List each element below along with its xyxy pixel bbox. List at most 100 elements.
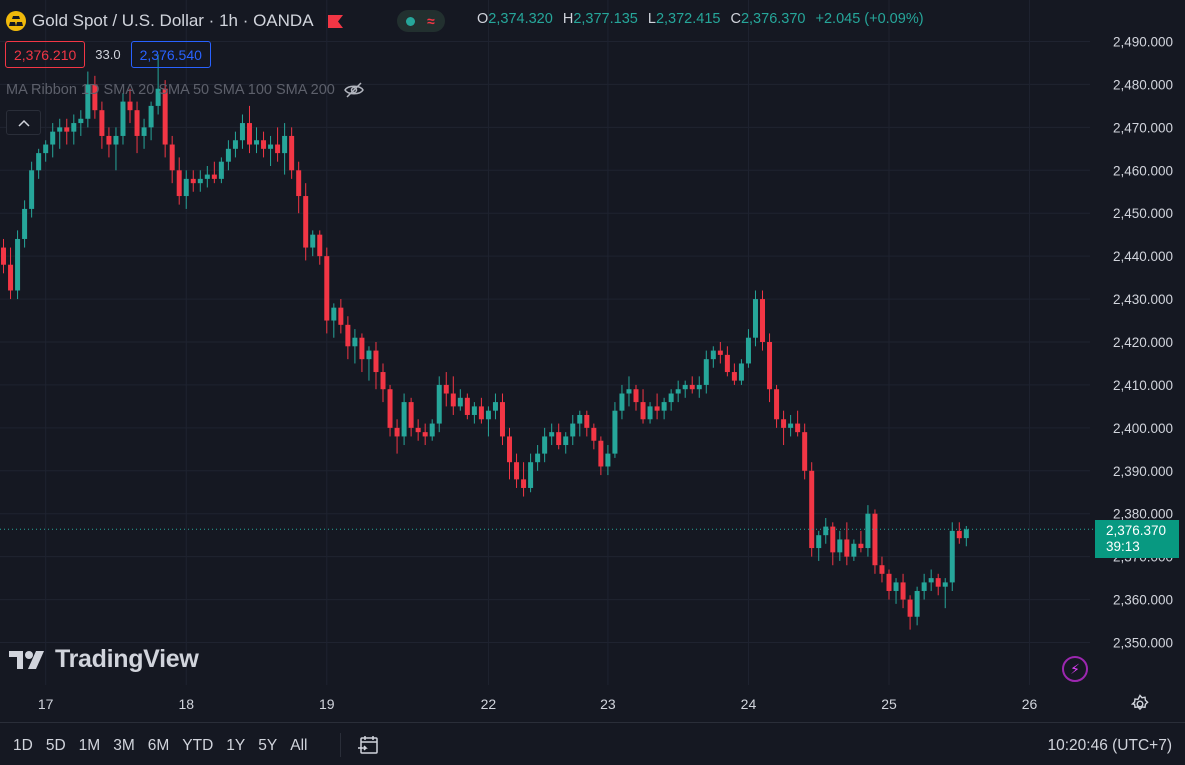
candle-body <box>556 432 562 446</box>
candle-body <box>752 299 758 338</box>
settings-gear-icon[interactable] <box>1130 694 1150 714</box>
candle <box>22 200 28 248</box>
eye-hidden-icon[interactable] <box>343 82 365 98</box>
x-tick-label: 18 <box>178 696 194 712</box>
candle <box>809 462 815 557</box>
range-button-3m[interactable]: 3M <box>113 737 135 754</box>
tradingview-watermark[interactable]: TradingView <box>9 645 199 674</box>
candle <box>43 140 49 162</box>
candle-body <box>29 170 35 209</box>
candle-body <box>106 135 112 145</box>
range-button-1m[interactable]: 1M <box>78 737 101 754</box>
candle <box>830 522 836 566</box>
y-tick-label: 2,430.000 <box>1113 292 1173 307</box>
candle <box>338 299 344 334</box>
candle <box>696 376 702 398</box>
candle-body <box>15 238 21 291</box>
candle-body <box>738 363 744 381</box>
symbol-header[interactable]: Gold Spot / U.S. Dollar · 1h · OANDA ≈ <box>6 8 445 34</box>
candle-body <box>542 436 548 454</box>
candle-body <box>858 543 864 549</box>
candle-body <box>36 153 42 171</box>
flag-icon[interactable] <box>327 14 343 28</box>
candle <box>865 505 871 557</box>
candle-body <box>802 432 808 471</box>
last-price-tag: 2,376.370 39:13 <box>1095 520 1179 558</box>
range-button-6m[interactable]: 6M <box>147 737 170 754</box>
candle <box>802 423 808 480</box>
toolbar-divider <box>340 733 341 757</box>
range-button-1y[interactable]: 1Y <box>226 737 246 754</box>
candle-body <box>907 599 913 617</box>
range-button-1d[interactable]: 1D <box>13 737 33 754</box>
candle <box>29 161 35 218</box>
candle-body <box>703 359 709 385</box>
market-status-pill[interactable]: ≈ <box>396 10 445 32</box>
candle <box>942 578 948 609</box>
candle-body <box>626 389 632 394</box>
candle-body <box>563 436 569 446</box>
candle-body <box>352 337 358 347</box>
candle-body <box>675 389 681 394</box>
collapse-legend-button[interactable] <box>6 110 41 135</box>
go-to-date-calendar-icon[interactable] <box>357 733 381 757</box>
candle-body <box>549 432 555 437</box>
candle <box>485 406 491 437</box>
candle-body <box>774 389 780 420</box>
candle-body <box>949 530 955 583</box>
candle <box>731 363 737 385</box>
candle-body <box>633 389 639 403</box>
candle-body <box>767 342 773 390</box>
low-label: L <box>647 11 656 27</box>
candle-body <box>71 123 77 132</box>
x-tick-label: 22 <box>481 696 497 712</box>
candle <box>401 393 407 446</box>
candle-body <box>689 384 695 390</box>
indicator-legend[interactable]: MA Ribbon 1D SMA 20 SMA 50 SMA 100 SMA 2… <box>6 82 365 98</box>
candle <box>120 93 126 145</box>
candle-body <box>401 402 407 437</box>
candle <box>556 423 562 450</box>
range-button-all[interactable]: All <box>290 737 308 754</box>
candle-body <box>464 397 470 415</box>
candle <box>963 526 969 547</box>
range-button-ytd[interactable]: YTD <box>182 737 214 754</box>
candle <box>394 419 400 454</box>
x-tick-label: 25 <box>881 696 897 712</box>
candle-body <box>598 440 604 467</box>
y-tick-label: 2,460.000 <box>1113 163 1173 178</box>
indicator-label[interactable]: MA Ribbon 1D SMA 20 SMA 50 SMA 100 SMA 2… <box>6 82 335 98</box>
sell-button[interactable]: 2,376.210 <box>5 41 86 68</box>
candle <box>738 359 744 385</box>
range-button-5y[interactable]: 5Y <box>258 737 278 754</box>
candle <box>169 135 175 184</box>
candle <box>542 427 548 463</box>
lightning-icon[interactable]: ⚡ <box>1062 656 1088 682</box>
open-value: 2,374.320 <box>488 11 553 27</box>
symbol-title[interactable]: Gold Spot / U.S. Dollar · 1h · OANDA <box>32 11 314 30</box>
candle-body <box>745 337 751 364</box>
candle-body <box>148 105 154 128</box>
clock-timezone[interactable]: 10:20:46 (UTC+7) <box>1047 737 1173 754</box>
candle <box>893 578 899 604</box>
candle-body <box>373 350 379 373</box>
candle-body <box>246 123 252 145</box>
candle-body <box>127 101 133 111</box>
candle <box>408 397 414 437</box>
candle <box>872 509 878 574</box>
open-label: O <box>477 11 489 27</box>
candle <box>654 393 660 420</box>
candle <box>717 342 723 364</box>
candle-body <box>584 414 590 428</box>
candle-body <box>872 513 878 566</box>
x-tick-label: 17 <box>38 696 54 712</box>
candle <box>64 118 70 145</box>
candle <box>134 101 140 154</box>
range-button-5d[interactable]: 5D <box>45 737 66 754</box>
chart-canvas[interactable]: 2,350.0002,360.0002,370.0002,380.0002,39… <box>0 0 1185 722</box>
candle-body <box>963 529 969 539</box>
buy-button[interactable]: 2,376.540 <box>130 41 211 68</box>
candle-body <box>507 436 513 463</box>
candle-body <box>218 161 224 179</box>
candle <box>380 363 386 403</box>
